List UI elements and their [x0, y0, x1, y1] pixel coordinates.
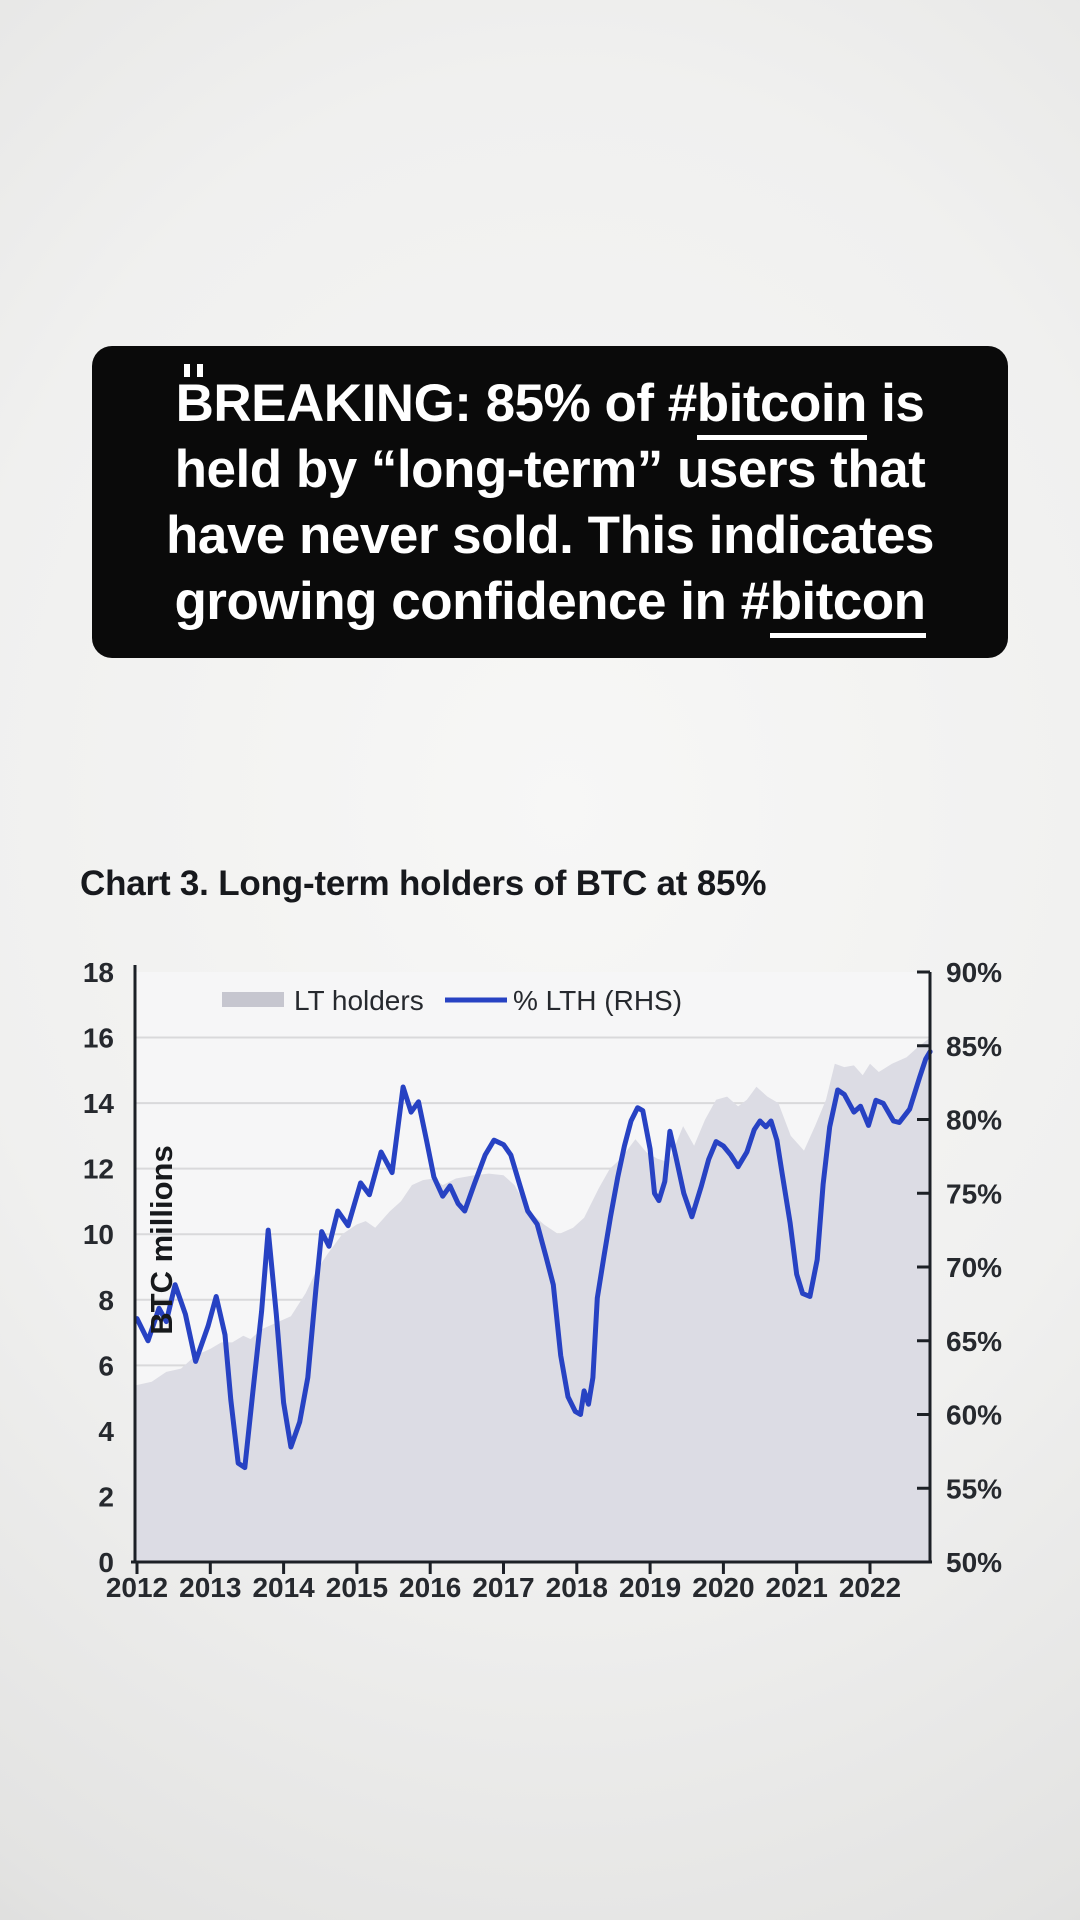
right-axis-label: 85% — [946, 1031, 1002, 1062]
left-axis-label: 0 — [98, 1547, 114, 1578]
right-axis-label: 75% — [946, 1178, 1002, 1209]
headline-line-1: B REAKING: 85% of #bitcoin is — [175, 364, 925, 440]
legend-area-swatch — [222, 992, 284, 1007]
hashtag-symbol: # — [667, 374, 697, 433]
left-axis-title: BTC millions — [144, 1145, 179, 1334]
left-axis-label: 10 — [83, 1219, 114, 1250]
right-axis-label: 65% — [946, 1326, 1002, 1357]
x-axis-label: 2014 — [252, 1572, 315, 1603]
left-axis-label: 14 — [83, 1088, 115, 1119]
lt-holders-area — [135, 1037, 931, 1562]
headline-line-2: held by “long-term” users that — [174, 440, 926, 499]
bitcoin-symbol-stroke — [183, 364, 190, 377]
left-axis-label: 4 — [98, 1416, 114, 1447]
x-axis-label: 2018 — [546, 1572, 608, 1603]
left-axis-label: 16 — [83, 1023, 114, 1054]
legend-label-pct-lth: % LTH (RHS) — [513, 985, 682, 1016]
right-axis-label: 90% — [946, 957, 1002, 988]
pct-lth-line — [134, 1049, 933, 1471]
right-axis-label: 55% — [946, 1473, 1002, 1504]
bitcoin-symbol-stroke — [196, 364, 203, 377]
bitcoin-symbol: B — [175, 364, 214, 437]
hashtag-symbol: # — [740, 572, 770, 631]
headline-card: B REAKING: 85% of #bitcoin is held by “lo… — [92, 346, 1008, 658]
hashtag-bitcoin: bitcoin — [696, 374, 867, 440]
hashtag-bitcon: bitcon — [769, 572, 926, 638]
left-axis-label: 12 — [83, 1154, 114, 1185]
x-axis-label: 2017 — [472, 1572, 534, 1603]
headline-line-4: growing confidence in #bitcon — [174, 569, 926, 638]
x-axis-label: 2020 — [692, 1572, 754, 1603]
left-axis-label: 18 — [83, 957, 114, 988]
legend-label-lt-holders: LT holders — [294, 985, 424, 1016]
x-axis-label: 2013 — [179, 1572, 241, 1603]
right-axis-label: 50% — [946, 1547, 1002, 1578]
left-axis-label: 2 — [98, 1481, 114, 1512]
headline-text: REAKING: 85% of — [213, 374, 668, 433]
right-axis-label: 60% — [946, 1400, 1002, 1431]
right-axis-label: 70% — [946, 1252, 1002, 1283]
right-axis-label: 80% — [946, 1105, 1002, 1136]
headline-lead-letter: B — [175, 374, 214, 433]
x-axis-label: 2019 — [619, 1572, 681, 1603]
headline-text: is — [866, 374, 925, 433]
left-axis-label: 6 — [98, 1350, 114, 1381]
x-axis-label: 2015 — [326, 1572, 388, 1603]
headline-line-3: have never sold. This indicates — [165, 506, 935, 565]
x-axis-label: 2021 — [766, 1572, 828, 1603]
x-axis-label: 2012 — [106, 1572, 168, 1603]
x-axis-label: 2022 — [839, 1572, 901, 1603]
chart-title: Chart 3. Long-term holders of BTC at 85% — [80, 864, 767, 903]
headline-text: growing confidence in — [174, 572, 741, 631]
x-axis-label: 2016 — [399, 1572, 461, 1603]
btc-lth-chart: 0 2 4 6 8 10 12 14 16 18 50% 55% 60% 65% 70% 75% 80% 85% 9… — [83, 957, 1002, 1603]
left-axis-label: 8 — [98, 1285, 114, 1316]
